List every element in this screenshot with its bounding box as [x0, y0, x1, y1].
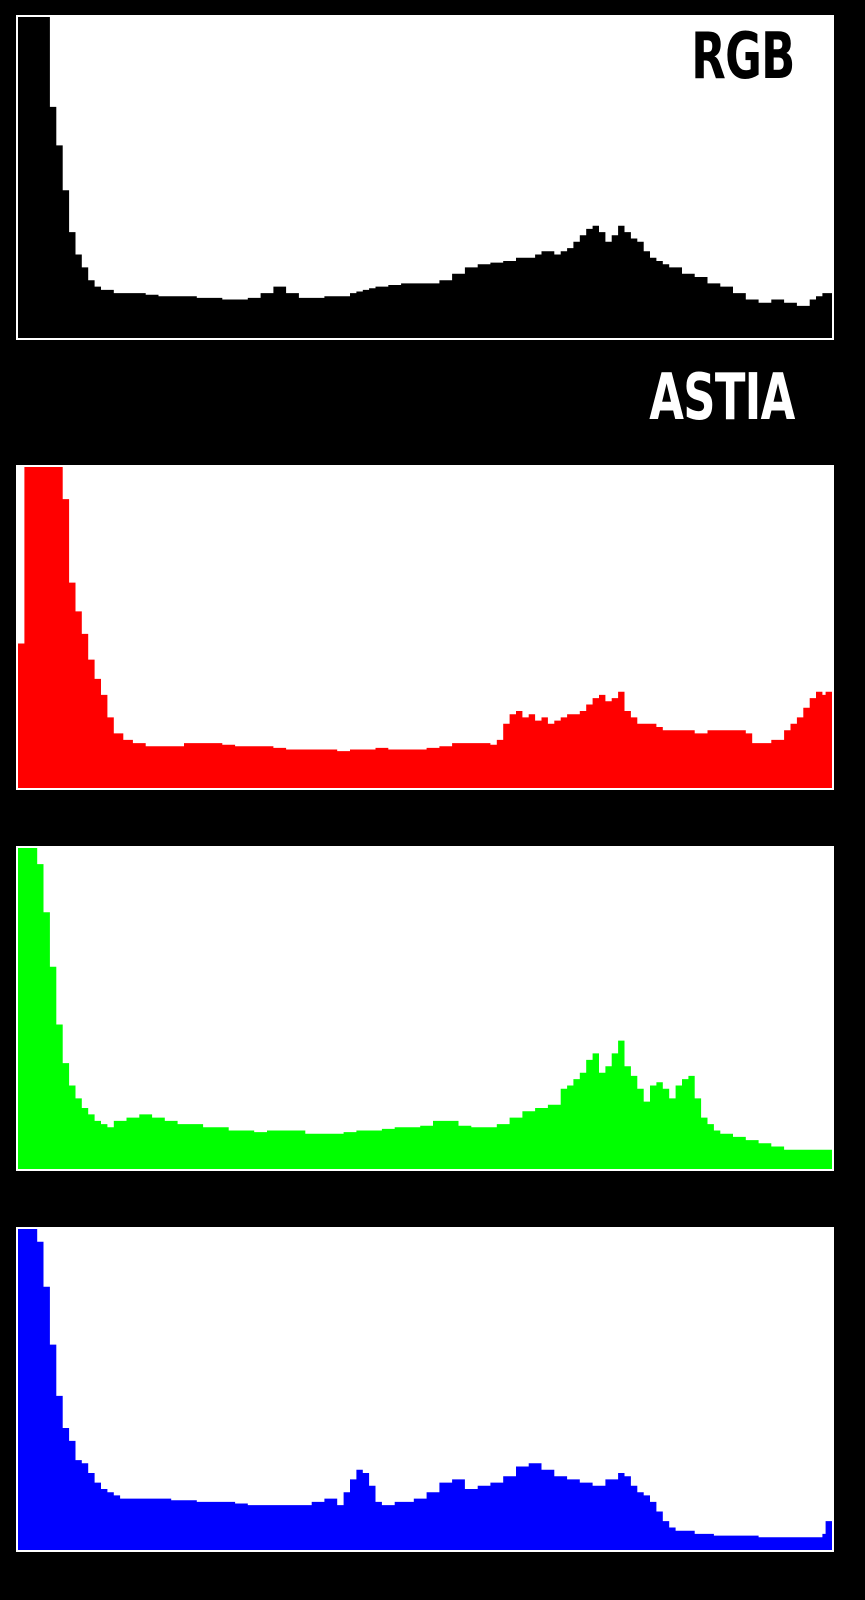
rgb-label: RGB [691, 20, 796, 94]
green-histogram [18, 848, 832, 1169]
astia-label: ASTIA [649, 361, 796, 435]
rgb-histogram-area [18, 17, 832, 338]
red-histogram-area [18, 467, 832, 788]
blue-histogram [18, 1229, 832, 1550]
blue-histogram-area [18, 1229, 832, 1550]
blue-histogram-panel [16, 1227, 834, 1552]
red-histogram [18, 467, 832, 788]
green-histogram-panel [16, 846, 834, 1171]
red-histogram-panel [16, 465, 834, 790]
rgb-histogram [18, 17, 832, 338]
rgb-histogram-panel [16, 15, 834, 340]
green-histogram-area [18, 848, 832, 1169]
